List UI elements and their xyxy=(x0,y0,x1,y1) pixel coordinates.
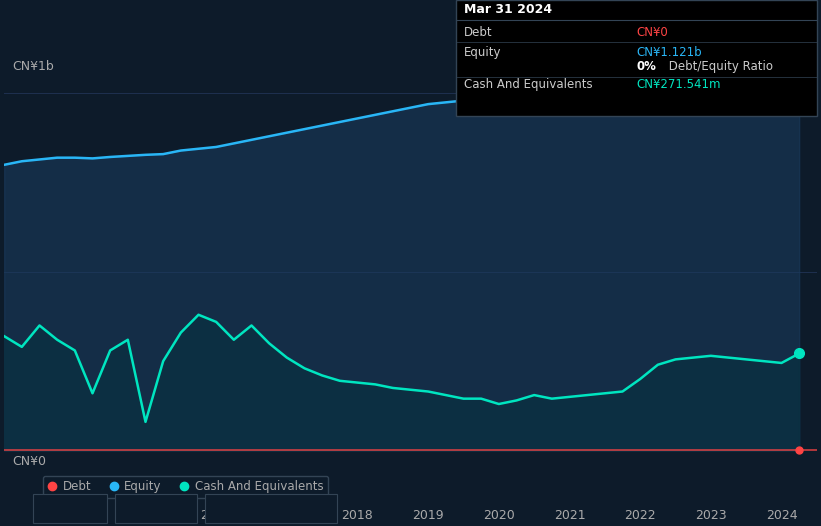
Text: Cash And Equivalents: Cash And Equivalents xyxy=(464,78,593,91)
Text: 0%: 0% xyxy=(636,60,656,74)
Text: Equity: Equity xyxy=(464,46,502,59)
Text: Mar 31 2024: Mar 31 2024 xyxy=(464,3,552,16)
Text: CN¥271.541m: CN¥271.541m xyxy=(636,78,721,91)
Text: CN¥0: CN¥0 xyxy=(636,26,668,39)
Text: CN¥1b: CN¥1b xyxy=(12,60,54,73)
Legend: Debt, Equity, Cash And Equivalents: Debt, Equity, Cash And Equivalents xyxy=(43,476,328,498)
Text: Debt: Debt xyxy=(464,26,493,39)
Text: Debt/Equity Ratio: Debt/Equity Ratio xyxy=(665,60,773,74)
Text: CN¥1.121b: CN¥1.121b xyxy=(636,46,702,59)
Text: CN¥0: CN¥0 xyxy=(12,455,46,468)
